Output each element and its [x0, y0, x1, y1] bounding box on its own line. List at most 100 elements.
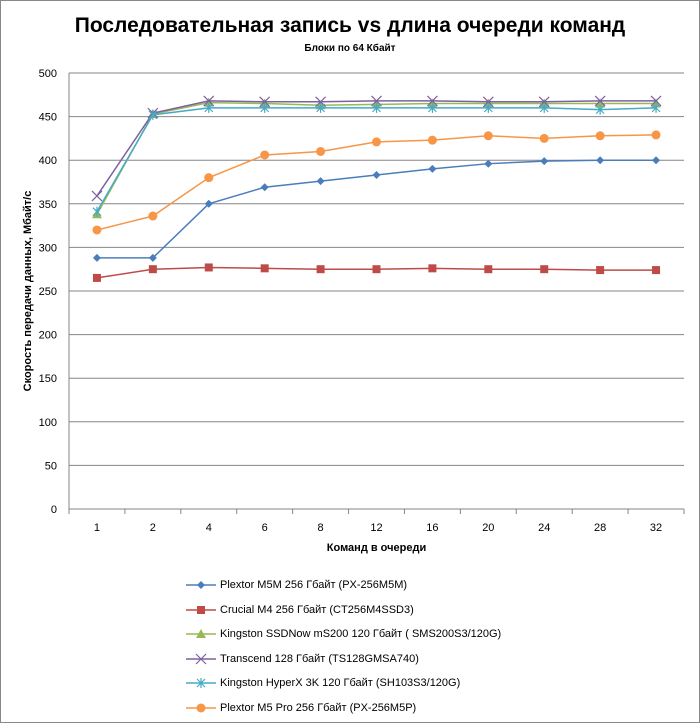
data-point — [427, 135, 437, 145]
x-tick-label: 2 — [150, 522, 156, 534]
y-tick-label: 200 — [39, 330, 57, 342]
data-point — [260, 102, 270, 113]
legend-marker-icon — [186, 581, 216, 590]
data-point — [651, 130, 661, 140]
y-tick-label: 450 — [39, 112, 57, 124]
data-point — [484, 159, 493, 168]
legend-marker — [195, 653, 207, 665]
x-tick-label: 20 — [482, 522, 494, 534]
y-tick-label: 300 — [39, 242, 57, 254]
data-point — [204, 173, 214, 183]
legend-marker-icon — [186, 678, 216, 689]
data-point — [595, 104, 605, 115]
x-tick-label: 16 — [426, 522, 438, 534]
y-tick-label: 150 — [39, 373, 57, 385]
chart-subtitle: Блоки по 64 Кбайт — [304, 43, 396, 54]
legend-label: Plextor M5 Pro 256 Гбайт (PX-256M5P) — [220, 701, 417, 714]
data-point — [539, 102, 549, 113]
y-tick-label: 350 — [39, 199, 57, 211]
x-tick-label: 6 — [262, 522, 268, 534]
data-point — [595, 131, 605, 141]
x-tick-label: 4 — [206, 522, 212, 534]
y-tick-label: 400 — [39, 155, 57, 167]
data-point — [372, 137, 381, 147]
legend-item: Crucial M4 256 Гбайт (CT256M4SSD3) — [186, 598, 501, 623]
data-point — [92, 206, 102, 217]
legend-marker — [196, 678, 206, 689]
data-point — [427, 102, 437, 113]
series — [92, 156, 661, 262]
x-tick-label: 32 — [650, 522, 662, 534]
data-point — [204, 102, 214, 113]
data-point — [372, 265, 381, 274]
data-point — [148, 253, 157, 262]
data-point — [540, 157, 549, 166]
data-point — [92, 225, 102, 235]
x-tick-label: 1 — [94, 522, 100, 534]
data-point — [484, 265, 493, 274]
x-tick-label: 8 — [318, 522, 324, 534]
data-point — [203, 97, 214, 107]
data-point — [316, 177, 325, 186]
data-point — [92, 273, 101, 282]
data-point — [316, 146, 326, 156]
data-point — [595, 98, 606, 108]
data-point — [148, 109, 158, 120]
legend-label: Crucial M4 256 Гбайт (CT256M4SSD3) — [220, 603, 414, 616]
y-tick-label: 100 — [39, 417, 57, 429]
series — [92, 130, 661, 235]
data-point — [651, 102, 661, 113]
data-point — [204, 263, 213, 272]
y-axis-label: Скорость передачи данных, Мбайт/с — [22, 191, 34, 392]
legend-item: Plextor M5M 256 Гбайт (PX-256M5M) — [186, 573, 501, 598]
legend-marker — [197, 605, 205, 614]
legend-label: Kingston SSDNow mS200 120 Гбайт ( SMS200… — [220, 628, 502, 641]
data-point — [260, 183, 269, 192]
legend-marker — [197, 581, 205, 590]
series — [91, 97, 662, 219]
y-tick-label: 250 — [39, 286, 57, 298]
data-point — [92, 253, 101, 262]
data-point — [652, 266, 661, 275]
data-point — [204, 199, 213, 208]
legend-marker-icon — [186, 703, 216, 713]
series-line — [96, 134, 657, 231]
legend: Plextor M5M 256 Гбайт (PX-256M5M) Crucial… — [186, 573, 501, 720]
legend-item: Plextor M5 Pro 256 Гбайт (PX-256M5P) — [186, 696, 501, 721]
legend-marker-icon — [186, 629, 216, 639]
legend-label: Plextor M5M 256 Гбайт (PX-256M5M) — [220, 579, 408, 592]
data-point — [316, 102, 326, 113]
legend-item: Transcend 128 Гбайт (TS128GMSA740) — [186, 647, 501, 672]
y-tick-label: 50 — [45, 460, 57, 472]
data-point — [148, 265, 157, 274]
data-point — [539, 133, 549, 143]
x-axis-label: Команд в очереди — [327, 542, 426, 554]
legend-marker-icon — [186, 605, 216, 614]
data-point — [372, 102, 381, 113]
series — [92, 263, 661, 282]
data-point — [594, 95, 606, 107]
legend-marker — [196, 629, 206, 639]
data-point — [428, 264, 437, 273]
legend-marker-icon — [186, 653, 216, 665]
data-point — [148, 211, 158, 221]
data-point — [372, 171, 381, 180]
legend-item: Kingston HyperX 3K 120 Гбайт (SH103S3/12… — [186, 671, 501, 696]
x-tick-label: 12 — [370, 522, 382, 534]
legend-item: Kingston SSDNow mS200 120 Гбайт ( SMS200… — [186, 622, 501, 647]
chart-title: Последовательная запись vs длина очереди… — [74, 14, 626, 37]
legend-marker — [196, 703, 206, 713]
y-tick-label: 0 — [51, 504, 57, 516]
data-point — [260, 150, 270, 160]
data-point — [596, 266, 605, 275]
data-point — [260, 264, 269, 273]
x-tick-label: 28 — [594, 522, 606, 534]
data-point — [483, 102, 493, 113]
y-tick-label: 500 — [39, 68, 57, 80]
x-tick-label: 24 — [538, 522, 550, 534]
series — [92, 102, 661, 217]
data-point — [316, 265, 325, 274]
data-point — [91, 190, 103, 202]
data-point — [596, 156, 605, 165]
